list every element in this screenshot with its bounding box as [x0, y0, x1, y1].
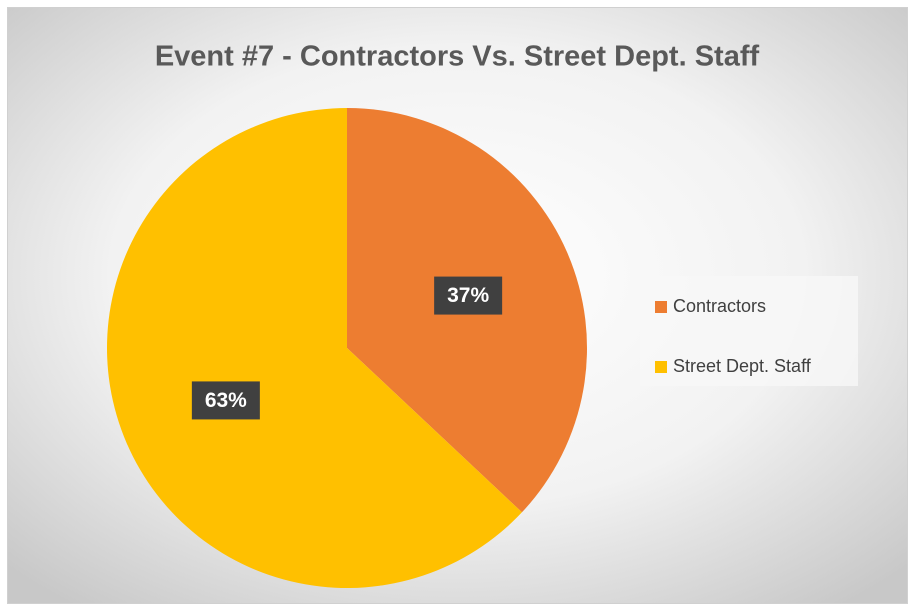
data-label-box [191, 381, 260, 420]
legend-label: Contractors [673, 296, 766, 316]
legend-swatch [655, 361, 667, 373]
data-label: 37% [447, 284, 489, 307]
pie-slice [107, 108, 522, 588]
legend [640, 276, 858, 386]
chart-title: Event #7 - Contractors Vs. Street Dept. … [155, 41, 760, 73]
data-label: 63% [205, 389, 247, 412]
legend-label: Street Dept. Staff [673, 356, 812, 376]
legend-swatch [655, 301, 667, 313]
data-label-box [434, 276, 503, 315]
